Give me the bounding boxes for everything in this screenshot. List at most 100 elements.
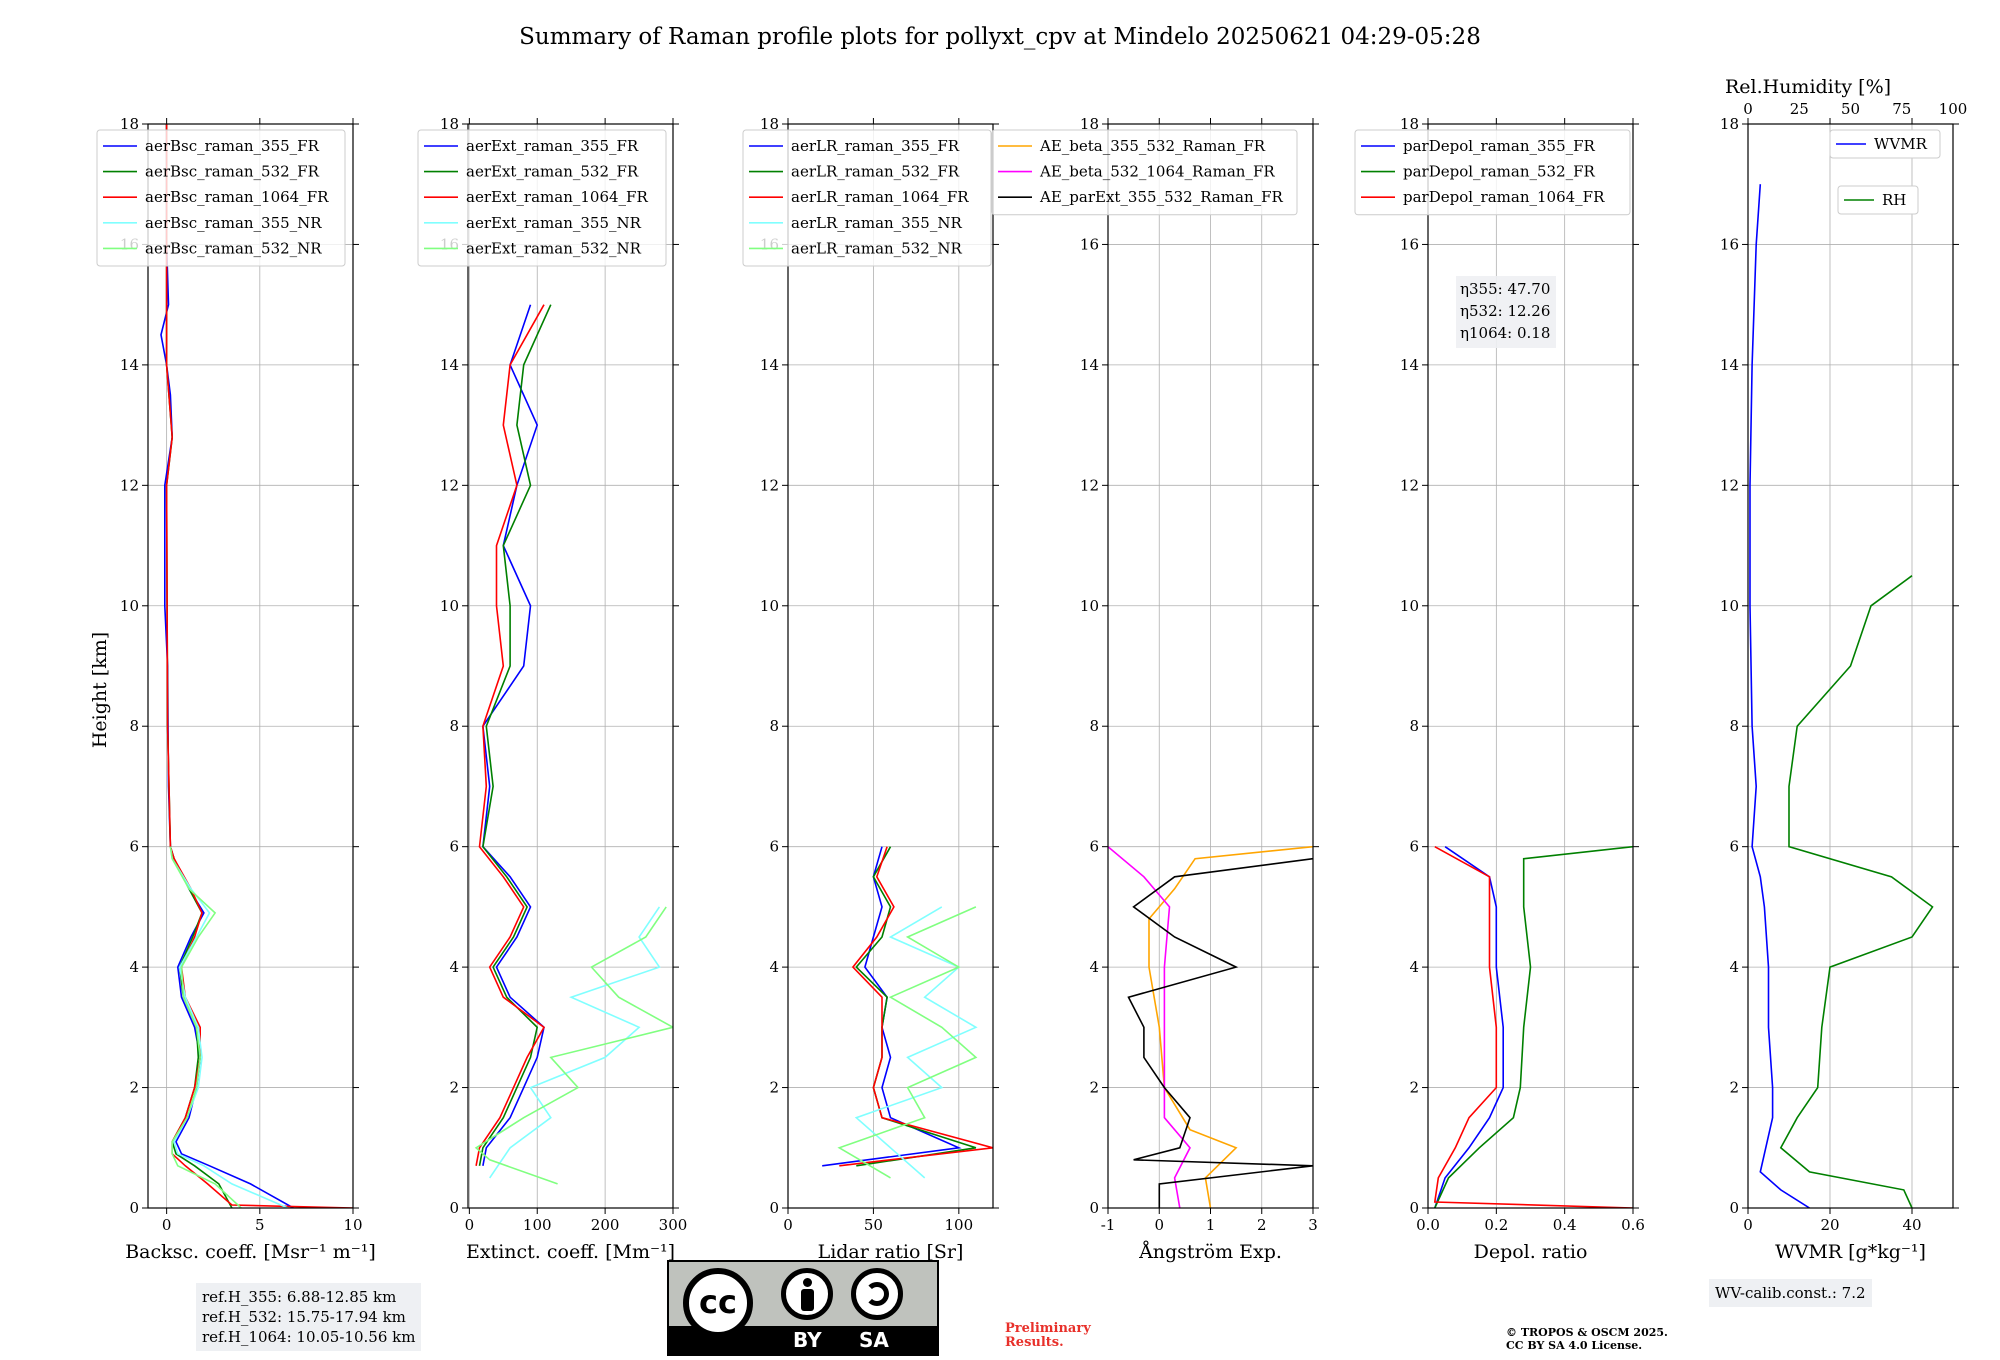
share-alike-icon xyxy=(851,1268,903,1320)
series-line-parDepol_raman_355_FR xyxy=(1434,846,1504,1208)
ytick-label: 0 xyxy=(1409,1199,1419,1217)
xtick-label: 300 xyxy=(659,1216,688,1234)
ytick-label: 4 xyxy=(1409,958,1419,976)
ytick-label: 16 xyxy=(1400,235,1419,253)
legend-box xyxy=(1837,185,1919,215)
series-line-aerBsc_raman_532_NR xyxy=(169,846,242,1208)
ytick-label: 0 xyxy=(449,1199,459,1217)
legend-entry: aerBsc_raman_1064_FR xyxy=(145,188,329,206)
legend-entry: aerExt_raman_355_FR xyxy=(466,137,639,155)
grid-4 xyxy=(1107,123,1314,1209)
xtick-label: 0.0 xyxy=(1416,1216,1440,1234)
xtick-label: 40 xyxy=(1902,1216,1921,1234)
wv-calib-box: WV-calib.const.: 7.2 xyxy=(1709,1279,1872,1307)
series-line-parDepol_raman_532_FR xyxy=(1434,845,1633,1208)
ytick-label: 10 xyxy=(1720,597,1739,615)
ytick-label: 4 xyxy=(1089,958,1099,976)
ytick-label: 10 xyxy=(1400,597,1419,615)
series-line-aerBsc_raman_1064_FR xyxy=(165,124,353,1208)
series-line-aerExt_raman_532_NR xyxy=(474,906,673,1185)
legend-box xyxy=(417,129,667,267)
ytick-label: 0 xyxy=(769,1199,779,1217)
xtick-label: 50 xyxy=(864,1216,883,1234)
ytick-label: 4 xyxy=(449,958,459,976)
series-group-3 xyxy=(822,846,993,1179)
ytick-label: 10 xyxy=(120,597,139,615)
series-group-1 xyxy=(160,124,353,1208)
ytick-label: 8 xyxy=(129,717,139,735)
legend-entry: aerBsc_raman_532_NR xyxy=(145,239,322,257)
series-line-parDepol_raman_1064_FR xyxy=(1433,845,1633,1208)
series-line-aerLR_raman_355_FR xyxy=(822,846,962,1167)
reference-heights-box: ref.H_355: 6.88-12.85 km ref.H_532: 15.7… xyxy=(196,1283,422,1351)
license-by-label: BY xyxy=(793,1328,822,1352)
cc-logo-icon: cc xyxy=(683,1268,753,1338)
xtick-label: 0 xyxy=(1154,1216,1164,1234)
ytick-label: 18 xyxy=(1080,115,1099,133)
axes-frame xyxy=(467,123,674,1209)
legend-box xyxy=(96,129,346,267)
series-line-aerLR_raman_1064_FR xyxy=(839,846,993,1167)
xtick-label: 200 xyxy=(591,1216,620,1234)
ytick-label: 6 xyxy=(1089,838,1099,856)
ytick-label: 8 xyxy=(449,717,459,735)
ytick-label: 18 xyxy=(1720,115,1739,133)
xtick-label: 20 xyxy=(1820,1216,1839,1234)
series-line-aerExt_raman_355_NR xyxy=(489,906,661,1179)
legend-entry: aerLR_raman_1064_FR xyxy=(791,188,969,206)
legend-box xyxy=(1829,129,1941,159)
x2tick-label: 25 xyxy=(1790,100,1809,118)
ytick-label: 0 xyxy=(1089,1199,1099,1217)
axes-frame xyxy=(1427,123,1634,1209)
xtick-label: 0 xyxy=(465,1216,475,1234)
xtick-label: 1 xyxy=(1206,1216,1216,1234)
ytick-label: 18 xyxy=(760,115,779,133)
legend-entry: aerLR_raman_532_FR xyxy=(791,163,960,181)
xtick-label: 0.6 xyxy=(1621,1216,1645,1234)
xtick-label: 3 xyxy=(1308,1216,1318,1234)
x2tick-label: 50 xyxy=(1841,100,1860,118)
ytick-label: 6 xyxy=(1729,838,1739,856)
ytick-label: 14 xyxy=(120,356,139,374)
ytick-label: 10 xyxy=(1080,597,1099,615)
annotation-line: η1064: 0.18 xyxy=(1460,324,1550,342)
series-group-5 xyxy=(1433,845,1633,1208)
series-line-AE_beta_355_532_Raman_FR xyxy=(1148,845,1313,1208)
license-sa-label: SA xyxy=(859,1328,889,1352)
series-group-4 xyxy=(1108,845,1313,1208)
ytick-label: 6 xyxy=(1409,838,1419,856)
legend-entry: aerExt_raman_355_NR xyxy=(466,214,642,232)
xtick-label: 0.2 xyxy=(1484,1216,1508,1234)
axes-frame xyxy=(147,123,354,1209)
attribution-person-icon xyxy=(781,1268,833,1320)
x-axis-label: WVMR [g*kg⁻¹] xyxy=(1775,1241,1926,1263)
xtick-label: 0 xyxy=(162,1216,172,1234)
legend-2: aerExt_raman_355_FR aerExt_raman_532_FRae… xyxy=(417,129,667,267)
xtick-label: 10 xyxy=(343,1216,362,1234)
legend-box xyxy=(991,129,1298,216)
legend-entry: aerBsc_raman_355_NR xyxy=(145,214,322,232)
series-group-2 xyxy=(474,304,673,1185)
ytick-label: 4 xyxy=(1729,958,1739,976)
legend-entry: aerLR_raman_532_NR xyxy=(791,239,962,257)
x-axis-label: Ångström Exp. xyxy=(1138,1241,1282,1263)
ytick-label: 2 xyxy=(769,1079,779,1097)
axes-frame xyxy=(787,123,994,1209)
series-line-aerLR_raman_355_NR xyxy=(854,906,978,1179)
legend-entry: aerExt_raman_532_NR xyxy=(466,239,642,257)
annotation-line: η355: 47.70 xyxy=(1460,280,1550,298)
ref-height-532: ref.H_532: 15.75-17.94 km xyxy=(202,1308,406,1326)
xtick-label: 100 xyxy=(945,1216,974,1234)
ytick-label: 2 xyxy=(129,1079,139,1097)
panel-3: 024681012141618050100Lidar ratio [Sr]aer… xyxy=(742,115,999,1263)
series-line-aerBsc_raman_355_NR xyxy=(169,846,289,1208)
ytick-label: 10 xyxy=(760,597,779,615)
xtick-label: 0 xyxy=(783,1216,793,1234)
legend-entry: aerLR_raman_355_NR xyxy=(791,214,962,232)
series-line-WVMR xyxy=(1749,184,1810,1208)
ytick-label: 2 xyxy=(1409,1079,1419,1097)
xtick-label: 2 xyxy=(1257,1216,1267,1234)
ytick-label: 6 xyxy=(769,838,779,856)
